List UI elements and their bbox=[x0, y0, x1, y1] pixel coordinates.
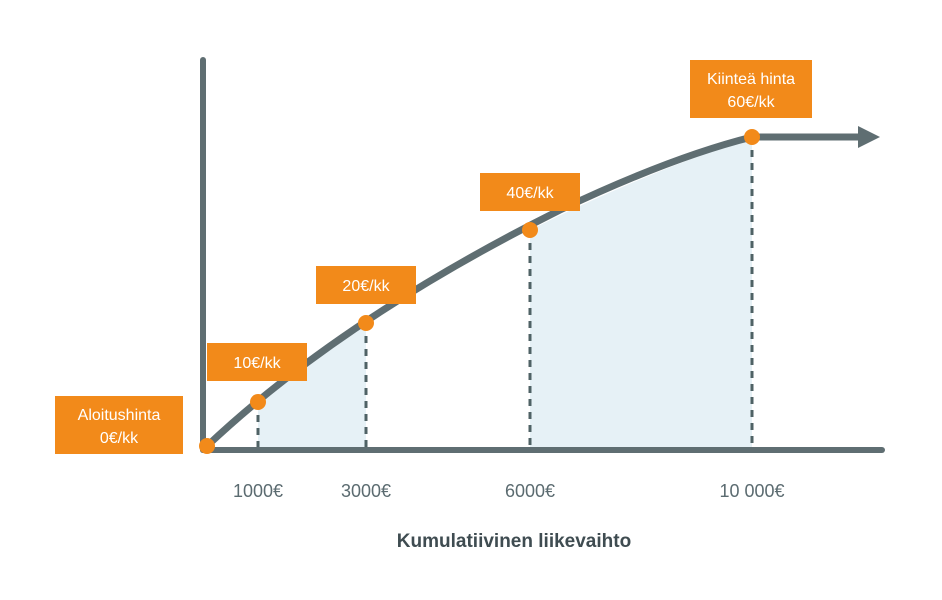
label-10-text: 10€/kk bbox=[233, 355, 281, 372]
label-10: 10€/kk bbox=[207, 343, 307, 381]
arrow-right-icon bbox=[858, 126, 880, 148]
marker-10000 bbox=[744, 129, 760, 145]
tick-label-3000: 3000€ bbox=[341, 481, 391, 501]
label-fixed-line-1: Kiinteä hinta bbox=[707, 71, 795, 88]
label-start-line-2: 0€/kk bbox=[100, 430, 139, 447]
shaded-area-1000-3000 bbox=[258, 323, 366, 448]
shaded-area-6000-10000 bbox=[530, 137, 752, 448]
x-axis-title: Kumulatiivinen liikevaihto bbox=[397, 531, 631, 552]
label-40-text: 40€/kk bbox=[506, 185, 554, 202]
tick-label-1000: 1000€ bbox=[233, 481, 283, 501]
tick-label-10000: 10 000€ bbox=[719, 481, 784, 501]
marker-1000 bbox=[250, 394, 266, 410]
marker-0 bbox=[199, 438, 215, 454]
marker-6000 bbox=[522, 222, 538, 238]
marker-3000 bbox=[358, 315, 374, 331]
label-40: 40€/kk bbox=[480, 173, 580, 211]
label-20: 20€/kk bbox=[316, 266, 416, 304]
label-start-price: Aloitushinta 0€/kk bbox=[55, 396, 183, 454]
label-fixed-line-2: 60€/kk bbox=[727, 94, 775, 111]
label-fixed-price: Kiinteä hinta 60€/kk bbox=[690, 60, 812, 118]
tick-label-6000: 6000€ bbox=[505, 481, 555, 501]
pricing-curve bbox=[203, 133, 756, 450]
label-start-line-1: Aloitushinta bbox=[78, 407, 161, 424]
label-20-text: 20€/kk bbox=[342, 278, 390, 295]
